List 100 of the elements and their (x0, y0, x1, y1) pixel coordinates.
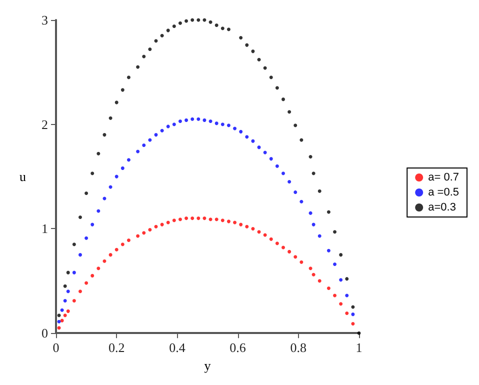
point (251, 226, 255, 230)
point (326, 286, 330, 290)
point (166, 220, 170, 224)
point (339, 302, 343, 306)
x-tick-label: 0.6 (230, 340, 246, 356)
point (196, 216, 200, 220)
point (251, 139, 255, 143)
point (136, 150, 140, 154)
point (245, 135, 249, 139)
x-tick-label: 0.8 (290, 340, 307, 356)
point (72, 270, 76, 274)
y-axis-title: u (20, 169, 26, 184)
point (154, 39, 158, 43)
point (239, 222, 243, 226)
point (160, 128, 164, 132)
point (72, 242, 76, 246)
point (190, 18, 194, 22)
point (308, 266, 312, 270)
point (288, 250, 292, 254)
point (90, 274, 94, 278)
point (142, 54, 146, 58)
point (300, 200, 304, 204)
point (196, 117, 200, 121)
point (184, 216, 188, 220)
point (300, 138, 304, 142)
point (160, 34, 164, 38)
point (108, 253, 112, 257)
point (326, 248, 330, 252)
point (318, 279, 322, 283)
point (196, 18, 200, 22)
point (172, 218, 176, 222)
point (63, 314, 67, 318)
point (60, 308, 64, 312)
point (275, 242, 279, 246)
point (233, 126, 237, 130)
point (142, 143, 146, 147)
point (351, 312, 355, 316)
point (333, 230, 337, 234)
point (166, 28, 170, 32)
point (226, 220, 230, 224)
y-tick-label: 2 (42, 116, 48, 132)
point (66, 270, 70, 274)
point (114, 248, 118, 252)
x-tick-label: 1 (356, 340, 362, 356)
point (114, 174, 118, 178)
point (245, 224, 249, 228)
point (120, 88, 124, 92)
legend-label: a =0.5 (428, 186, 459, 198)
point (288, 110, 292, 114)
point (208, 119, 212, 123)
point (333, 262, 337, 266)
point (63, 284, 67, 288)
point (90, 172, 94, 176)
point (275, 164, 279, 168)
point (312, 172, 316, 176)
point (78, 216, 82, 219)
point (178, 119, 182, 123)
point (220, 122, 224, 126)
point (339, 253, 343, 257)
point (202, 118, 206, 122)
point (308, 154, 312, 158)
point (84, 192, 88, 195)
x-tick-label: 0.2 (108, 340, 125, 356)
point (202, 216, 206, 220)
point (220, 218, 224, 222)
point (245, 43, 249, 47)
point (318, 189, 322, 193)
y-tick-label: 0 (42, 326, 48, 341)
point (208, 20, 212, 24)
point (357, 331, 361, 335)
point (282, 246, 285, 250)
point (178, 21, 182, 25)
point (57, 326, 61, 330)
point (136, 234, 140, 238)
point (90, 222, 94, 226)
y-tick-label: 3 (42, 12, 48, 28)
point (282, 172, 285, 176)
point (294, 124, 298, 128)
point (96, 152, 100, 156)
point (208, 218, 212, 222)
point (333, 294, 337, 298)
point (214, 23, 218, 27)
point (345, 277, 349, 281)
point (263, 150, 267, 154)
point (345, 294, 349, 298)
point (226, 124, 230, 128)
point (184, 118, 188, 122)
point (84, 236, 88, 240)
point (172, 122, 176, 126)
point (318, 234, 322, 238)
point (257, 230, 261, 234)
point (214, 218, 218, 222)
point (148, 47, 152, 51)
point (114, 100, 118, 104)
point (120, 242, 124, 246)
point (300, 260, 304, 264)
point (136, 65, 140, 69)
point (220, 26, 224, 30)
point (345, 312, 349, 316)
point (57, 320, 61, 324)
